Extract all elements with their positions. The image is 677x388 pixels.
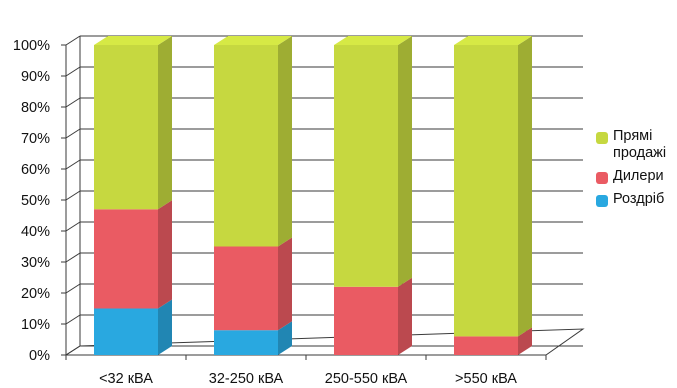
bar-top-0 — [94, 36, 172, 45]
y-tick-label-8: 80% — [21, 100, 50, 116]
bar-2-2 — [334, 45, 398, 287]
gridline-depth-5 — [65, 190, 81, 201]
y-tick-label-9: 90% — [21, 69, 50, 85]
bar-side-3-1 — [518, 327, 532, 355]
bar-2-1 — [334, 286, 398, 355]
bar-side-3-2 — [518, 36, 532, 337]
gridline-depth-10 — [65, 35, 81, 46]
y-tick-label-0: 0% — [29, 348, 50, 364]
legend-item-dealers: Дилери — [596, 168, 676, 185]
gridline-depth-6 — [65, 159, 81, 170]
legend-item-direct-sales: Прямі продажі — [596, 128, 676, 162]
gridline-depth-3 — [65, 252, 81, 263]
legend-swatch-direct-sales — [596, 132, 608, 144]
bar-1-1 — [214, 246, 278, 331]
legend-swatch-dealers — [596, 172, 608, 184]
gridline-depth-7 — [65, 128, 81, 139]
y-tick-label-1: 10% — [21, 317, 50, 333]
bar-side-2-2 — [398, 36, 412, 287]
bar-1-0 — [214, 330, 278, 355]
bar-top-3 — [454, 36, 532, 45]
bar-0-0 — [94, 308, 158, 355]
bar-top-2 — [334, 36, 412, 45]
bar-side-0-0 — [158, 299, 172, 355]
legend-label-retail: Роздріб — [613, 191, 665, 207]
y-tick-label-6: 60% — [21, 162, 50, 178]
x-tick-label-0: <32 кВА — [99, 371, 153, 387]
x-tick-label-2: 250-550 кВА — [325, 371, 408, 387]
legend-swatch-retail — [596, 195, 608, 207]
bar-3-2 — [454, 45, 518, 337]
bar-top-1 — [214, 36, 292, 45]
gridline-depth-2 — [65, 283, 81, 294]
bar-side-2-1 — [398, 277, 412, 355]
y-tick-label-7: 70% — [21, 131, 50, 147]
bar-0-1 — [94, 209, 158, 309]
y-tick-label-5: 50% — [21, 193, 50, 209]
y-tick-label-2: 20% — [21, 286, 50, 302]
label-layer: 0% 10% 20% 30% 40% 50% 60% 70% 80% 90% 100% <32 кВА… — [13, 38, 517, 387]
bar-1-2 — [214, 45, 278, 247]
bar-side-0-1 — [158, 200, 172, 309]
legend-label-direct-sales: Прямі продажі — [613, 128, 667, 161]
x-tick-label-1: 32-250 кВА — [209, 371, 284, 387]
gridline-depth-4 — [65, 221, 81, 232]
legend: Прямі продажі Дилери Роздріб — [596, 128, 676, 214]
bar-side-1-2 — [278, 36, 292, 247]
bar-side-0-2 — [158, 36, 172, 210]
legend-item-retail: Роздріб — [596, 191, 676, 208]
gridline-depth-9 — [65, 66, 81, 77]
bar-side-1-0 — [278, 321, 292, 355]
y-tick-label-4: 40% — [21, 224, 50, 240]
y-tick-label-10: 100% — [13, 38, 50, 54]
bar-layer — [94, 36, 532, 355]
gridline-depth-1 — [65, 314, 81, 325]
gridline-depth-8 — [65, 97, 81, 108]
y-tick-label-3: 30% — [21, 255, 50, 271]
bar-0-2 — [94, 45, 158, 210]
x-tick-label-3: >550 кВА — [455, 371, 517, 387]
bar-side-1-1 — [278, 237, 292, 331]
legend-label-dealers: Дилери — [613, 168, 664, 184]
axis-layer — [61, 36, 585, 360]
bar-3-1 — [454, 336, 518, 355]
